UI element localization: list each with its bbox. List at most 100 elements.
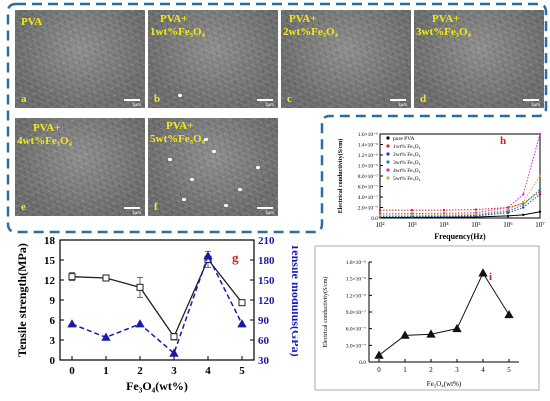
panel-letter: i xyxy=(489,271,492,283)
panel-letter: f xyxy=(154,201,158,213)
series-point xyxy=(378,214,382,217)
sem-caption-line2: 2wt%Fe₃O₄ xyxy=(283,26,338,38)
particle xyxy=(212,150,216,153)
sem-panel-d: PVA+ 3wt%Fe₃O₄ d 1µm xyxy=(414,10,544,108)
sem-panel-f: PVA+ 5wt%Fe₃O₄ f 1µm xyxy=(148,118,278,216)
legend-label: pure PVA xyxy=(393,136,414,142)
scale-bar-label: 1µm xyxy=(265,102,274,107)
series-point xyxy=(522,206,525,209)
scale-bar xyxy=(124,207,140,209)
series-point xyxy=(506,208,510,211)
panel-letter: c xyxy=(287,93,292,105)
y-tick-label: 1.2×10⁻⁶ xyxy=(358,153,378,159)
sem-caption-line2: 4wt%Fe₃O₄ xyxy=(17,135,72,147)
y-tick-label: 6.0×10⁻⁷ xyxy=(358,185,378,191)
left-y-tick-label: 12 xyxy=(44,275,56,287)
legend-marker xyxy=(386,136,390,140)
point-tensile-strength xyxy=(102,274,110,282)
sem-caption: PVA+ 4wt%Fe₃O₄ xyxy=(17,122,72,148)
sem-caption-line1: PVA xyxy=(21,16,43,28)
particle xyxy=(168,158,172,161)
y-tick-label: 2.0×10⁻⁷ xyxy=(358,206,378,212)
particle xyxy=(224,204,228,207)
chart-border xyxy=(314,245,540,391)
right-y-tick-label: 210 xyxy=(258,235,275,247)
x-tick-label: 1 xyxy=(103,365,109,377)
point-tensile-modulus xyxy=(237,319,247,328)
y-tick-label: 8.0×10⁻⁷ xyxy=(358,174,378,180)
x-tick-label: 0 xyxy=(377,366,381,374)
legend-marker xyxy=(386,176,390,180)
series-point xyxy=(522,201,525,204)
series-point xyxy=(522,213,525,217)
sem-caption-line2: 1wt%Fe₃O₄ xyxy=(150,26,205,38)
y-tick-label: 1.0×10⁻⁶ xyxy=(358,164,378,170)
right-y-tick-label: 90 xyxy=(258,315,270,327)
point-tensile-modulus xyxy=(135,319,145,328)
scale-bar xyxy=(390,99,406,101)
y-axis-label: Electrical conductivity(S/cm) xyxy=(322,277,329,348)
series-point xyxy=(478,268,488,277)
scale-bar xyxy=(257,99,273,101)
y-axis-label: Electrical conductivity(S/cm) xyxy=(337,139,344,213)
series-point xyxy=(538,187,542,191)
y-tick-label: 6.0×10⁻⁷ xyxy=(346,327,366,333)
sem-panel-b: PVA+ 1wt%Fe₃O₄ b 1µm xyxy=(148,10,278,108)
y-tick-label: 0.0 xyxy=(359,360,366,366)
panel-letter: d xyxy=(420,93,427,105)
panel-letter: b xyxy=(154,93,161,105)
series-point xyxy=(442,213,446,217)
y-tick-label: 1.8×10⁻⁶ xyxy=(346,260,366,266)
y-tick-label: 3.0×10⁻⁷ xyxy=(346,343,366,349)
scale-bar-label: 1µm xyxy=(132,102,141,107)
series-point xyxy=(378,208,382,212)
scale-bar xyxy=(124,99,140,101)
series-point xyxy=(474,208,478,211)
series-point xyxy=(504,309,514,319)
series-point xyxy=(410,213,414,217)
plot-frame xyxy=(59,239,255,361)
sem-caption-line1: PVA+ xyxy=(432,13,460,25)
right-y-tick-label: 150 xyxy=(258,275,275,287)
x-tick-label: 4 xyxy=(481,366,485,374)
sem-panel-a: PVA a 1µm xyxy=(15,10,145,108)
chart-i-conductivity-vs-loading: 0.0 3.0×10⁻⁷ 6.0×10⁻⁷ 9.0×10⁻⁷ 1.2×10⁻⁶ 1.5×1… xyxy=(314,245,540,391)
left-y-tick-label: 9 xyxy=(50,295,56,307)
point-tensile-modulus xyxy=(101,332,111,341)
legend-label: 5wt% Fe₃O₄ xyxy=(393,176,421,182)
legend-label: 2wt% Fe₃O₄ xyxy=(393,152,421,158)
x-tick-label: 10⁵ xyxy=(471,221,481,229)
x-tick-label: 5 xyxy=(507,366,511,374)
series-point xyxy=(538,210,542,213)
point-tensile-strength xyxy=(238,299,246,307)
panel-letter: a xyxy=(21,93,27,105)
left-y-tick-label: 15 xyxy=(44,255,56,267)
x-tick-label: 10³ xyxy=(407,221,416,229)
series-point xyxy=(538,174,542,178)
x-tick-label: 3 xyxy=(455,366,459,374)
series-point xyxy=(506,214,510,218)
legend-label: 4wt% Fe₃O₄ xyxy=(393,168,421,174)
left-y-axis-label: Tensile strength(MPa) xyxy=(15,243,29,357)
y-tick-label: 1.5×10⁻⁶ xyxy=(346,277,366,283)
series-point xyxy=(538,132,542,136)
panel-letter: h xyxy=(500,135,506,147)
series-point xyxy=(410,208,414,212)
x-tick-label: 10⁴ xyxy=(439,221,449,229)
scale-bar xyxy=(257,207,273,209)
point-tensile-strength xyxy=(68,273,76,281)
panel-letter: e xyxy=(21,201,26,213)
x-axis-label: Frequency(Hz) xyxy=(434,232,486,241)
series-point xyxy=(400,330,410,339)
right-y-tick-label: 60 xyxy=(258,335,270,347)
point-tensile-strength xyxy=(170,333,178,341)
chart-h-conductivity-vs-frequency: 0.0 2.0×10⁻⁷ 4.0×10⁻⁷ 6.0×10⁻⁷ 8.0×10⁻⁷ 1.0×1… xyxy=(337,132,545,241)
series-line xyxy=(379,188,541,217)
left-y-tick-label: 3 xyxy=(50,335,56,347)
point-tensile-modulus xyxy=(169,348,179,357)
point-tensile-modulus xyxy=(67,319,77,328)
x-tick-label: 10² xyxy=(375,221,384,229)
series-point xyxy=(452,323,462,333)
series-point xyxy=(538,193,542,196)
x-tick-label: 1 xyxy=(403,366,407,374)
